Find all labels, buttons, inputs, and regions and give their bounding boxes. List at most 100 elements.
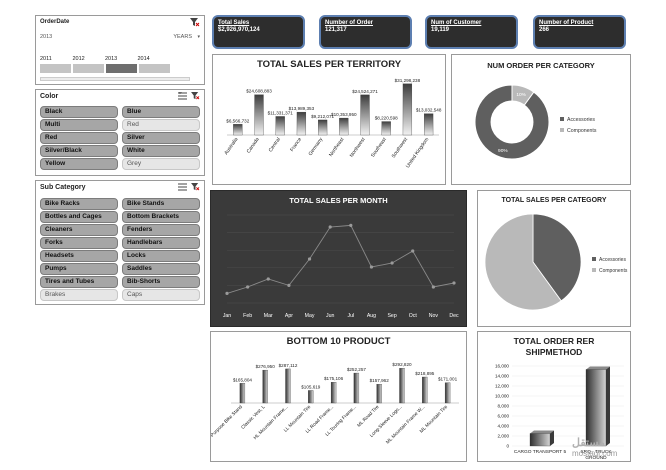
shipmethod-bar-top [586, 366, 610, 370]
subcategory-item[interactable]: Headsets [40, 250, 118, 262]
color-item[interactable]: Black [40, 106, 118, 118]
subcategory-item[interactable]: Fenders [122, 224, 200, 236]
clear-filter-icon[interactable] [191, 183, 200, 191]
pie-slice-accessories [532, 213, 582, 302]
subcategory-item[interactable]: Handlebars [122, 237, 200, 249]
timeline-track[interactable] [40, 64, 170, 73]
month-tick-label: Apr [285, 313, 293, 319]
product-category-label: All-Purpose Bike Stand [211, 404, 244, 443]
subcategory-slicer-title: Sub Category [40, 184, 86, 191]
month-point [369, 265, 374, 269]
month-point [431, 285, 435, 289]
product-data-label: $287,112 [279, 363, 298, 368]
color-item[interactable]: Red [40, 132, 118, 144]
clear-filter-icon[interactable] [191, 92, 200, 100]
month-point [287, 283, 291, 287]
subcategory-item[interactable]: Bike Racks [40, 198, 118, 210]
subcategory-item[interactable]: Bike Stands [122, 198, 200, 210]
subcategory-item[interactable]: Tires and Tubes [40, 276, 118, 288]
donut-data-label: 90% [498, 148, 508, 154]
color-item[interactable]: Yellow [40, 158, 118, 170]
territory-category-label: Northeast [328, 136, 346, 158]
legend-swatch [592, 257, 596, 261]
subcategory-item[interactable]: Pumps [40, 263, 118, 275]
subcategory-item[interactable]: Forks [40, 237, 118, 249]
multi-select-icon[interactable] [178, 92, 187, 100]
territory-category-label: Germany [308, 136, 325, 157]
month-tick-label: Jun [326, 313, 334, 319]
month-tick-label: Mar [264, 313, 273, 319]
timeline-cell-2014[interactable] [139, 64, 170, 73]
chart-sales-category[interactable]: TOTAL SALES PER CATEGORY Accessories Comp… [477, 190, 631, 327]
month-point [328, 225, 332, 229]
territory-bar [254, 94, 264, 136]
month-tick-label: Aug [367, 313, 376, 319]
chart-title: TOTAL ORDER RER SHIPMETHOD [513, 336, 595, 357]
month-tick-label: Sep [387, 313, 396, 319]
chart-sales-month[interactable]: TOTAL SALES PER MONTH Jan Feb Mar Apr May Jun… [210, 190, 467, 327]
year-2011[interactable]: 2011 [40, 56, 52, 62]
territory-bar [402, 83, 413, 136]
subcategory-slicer: Sub Category Bike Racks Bike Stands Bottle… [35, 180, 205, 305]
subcategory-item[interactable]: Bottles and Cages [40, 211, 118, 223]
legend-label: Accessories [567, 117, 595, 123]
orderdate-title: OrderDate [40, 19, 70, 25]
donut-data-label: 10% [516, 92, 526, 98]
territory-data-label: $24,608,883 [246, 89, 272, 94]
year-2014[interactable]: 2014 [137, 56, 150, 62]
territory-data-label: $13,032,548 [416, 108, 442, 113]
subcategory-item[interactable]: Bottom Brackets [122, 211, 200, 223]
watermark: مستقل mostaql.com [572, 436, 617, 458]
timeline-cell-2011[interactable] [40, 64, 71, 73]
chart-territory[interactable]: TOTAL SALES PER TERRITORY $6,566,732 Aust… [212, 54, 446, 185]
subcategory-item[interactable]: Cleaners [40, 224, 118, 236]
timeline-cell-2012[interactable] [73, 64, 104, 73]
color-slicer: Color Black Blue Multi Red Red Silver Silver/B… [35, 89, 205, 176]
color-item[interactable]: Silver [122, 132, 200, 144]
month-tick-label: Jul [347, 313, 354, 319]
watermark-arabic: مستقل [572, 437, 605, 449]
subcategory-item[interactable]: Bib-Shorts [122, 276, 200, 288]
chart-num-order-category[interactable]: NUM ORDER PER CATEGORY 90% 10% Accessories… [451, 54, 631, 185]
shipmethod-bar-top [530, 430, 554, 434]
clear-filter-icon[interactable] [190, 18, 200, 27]
subcategory-item[interactable]: Caps [122, 289, 200, 301]
product-bar [308, 390, 314, 404]
color-item[interactable]: Blue [122, 106, 200, 118]
year-2013[interactable]: 2013 [105, 56, 118, 62]
product-category-label: ML Mountain Frame W... [385, 404, 426, 445]
product-data-label: $171,001 [438, 377, 458, 382]
chart-title: TOTAL SALES PER CATEGORY [501, 197, 607, 204]
color-item-grid: Black Blue Multi Red Red Silver Silver/Black Wh… [40, 106, 200, 170]
chart-bottom10[interactable]: BOTTOM 10 PRODUCT $165,804 All-Purpose Bi… [210, 331, 467, 462]
shipmethod-category-label: XRQ - TRUCK [580, 449, 612, 455]
watermark-latin: mostaql.com [572, 449, 618, 458]
color-slicer-title: Color [40, 93, 59, 100]
timeline-cell-2013[interactable] [106, 64, 137, 73]
color-item[interactable]: Grey [122, 158, 200, 170]
multi-select-icon[interactable] [178, 183, 187, 191]
color-item[interactable]: Multi [40, 119, 118, 131]
month-point [307, 257, 312, 261]
shipmethod-category-label: CARGO TRANSPORT 5 [514, 449, 567, 455]
timeline-scrollbar[interactable] [40, 77, 190, 81]
color-item[interactable]: White [122, 145, 200, 157]
subcategory-item[interactable]: Brakes [40, 289, 118, 301]
product-data-label: $105,619 [301, 384, 321, 389]
color-item[interactable]: Silver/Black [40, 145, 118, 157]
chart-shipmethod[interactable]: TOTAL ORDER RER SHIPMETHOD 0 2,000 4,000 6,… [477, 331, 631, 462]
subcategory-item[interactable]: Saddles [122, 263, 200, 275]
color-item[interactable]: Red [122, 119, 200, 131]
time-level-chevron-icon[interactable]: ▾ [197, 34, 200, 40]
subcategory-item[interactable]: Locks [122, 250, 200, 262]
territory-bar [233, 124, 243, 136]
territory-data-label: $13,989,353 [289, 106, 315, 111]
year-2012[interactable]: 2012 [72, 56, 85, 62]
kpi-label: Number of Order [325, 20, 374, 26]
territory-data-label: $8,220,598 [375, 116, 398, 121]
kpi-value: 266 [539, 27, 550, 33]
territory-data-label: $10,353,950 [331, 112, 357, 117]
territory-data-label: $6,566,732 [226, 118, 249, 123]
time-level-dropdown[interactable]: YEARS [173, 34, 192, 40]
